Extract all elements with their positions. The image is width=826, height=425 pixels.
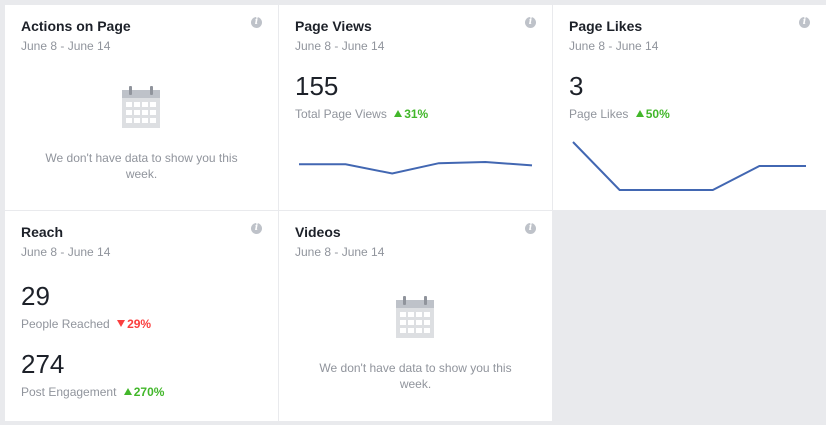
info-icon[interactable]: i <box>251 223 262 234</box>
no-data-line-2: week. <box>125 167 158 181</box>
metric-row: Total Page Views 31% <box>295 107 428 121</box>
delta-value: 50% <box>645 107 670 121</box>
card-title: Page Views <box>295 18 372 34</box>
delta-value: 270% <box>133 385 165 399</box>
page-likes-series-line <box>572 141 806 191</box>
metric-label: Post Engagement <box>21 385 117 399</box>
reach-card[interactable]: Reach June 8 - June 14 i 29 People Reach… <box>5 211 278 421</box>
no-data-message: We don't have data to show you this week… <box>279 360 552 392</box>
no-data-message: We don't have data to show you this week… <box>5 150 278 182</box>
page-views-card[interactable]: Page Views June 8 - June 14 i 155 Total … <box>279 5 552 210</box>
delta-badge: 270% <box>123 385 165 399</box>
card-title: Page Likes <box>569 18 643 34</box>
card-title: Reach <box>21 224 64 240</box>
no-data-line-1: We don't have data to show you this <box>319 361 512 375</box>
calendar-icon <box>396 296 434 338</box>
no-data-line-2: week. <box>399 377 432 391</box>
date-range: June 8 - June 14 <box>21 245 111 259</box>
date-range: June 8 - June 14 <box>295 39 385 53</box>
metric-label: Total Page Views <box>295 107 387 121</box>
delta-value: 29% <box>127 317 152 331</box>
triangle-up-icon <box>635 110 644 117</box>
triangle-up-icon <box>394 110 403 117</box>
page-likes-value: 3 <box>569 71 584 101</box>
delta-badge: 31% <box>394 107 428 121</box>
delta-value: 31% <box>404 107 429 121</box>
people-reached-value: 29 <box>21 281 50 311</box>
triangle-down-icon <box>117 320 126 327</box>
delta-badge: 50% <box>635 107 670 121</box>
info-icon[interactable]: i <box>251 17 262 28</box>
date-range: June 8 - June 14 <box>569 39 659 53</box>
no-data-line-1: We don't have data to show you this <box>45 151 238 165</box>
page-likes-card[interactable]: Page Likes June 8 - June 14 i 3 Page Lik… <box>553 5 826 210</box>
info-icon[interactable]: i <box>799 17 810 28</box>
post-engagement-value: 274 <box>21 349 65 379</box>
page-views-value: 155 <box>295 71 339 101</box>
card-title: Actions on Page <box>21 18 131 34</box>
calendar-icon <box>122 86 160 128</box>
metric-label: People Reached <box>21 317 110 331</box>
metric-row: Page Likes 50% <box>569 107 670 121</box>
people-reached-row: People Reached 29% <box>21 317 151 331</box>
metric-label: Page Likes <box>569 107 629 121</box>
date-range: June 8 - June 14 <box>21 39 111 53</box>
post-engagement-row: Post Engagement 270% <box>21 385 164 399</box>
videos-card[interactable]: Videos June 8 - June 14 i We don't have … <box>279 211 552 421</box>
page-views-sparkline <box>299 160 533 175</box>
triangle-up-icon <box>123 388 132 395</box>
page-likes-sparkline <box>572 141 806 191</box>
actions-on-page-card[interactable]: Actions on Page June 8 - June 14 i We do… <box>5 5 278 210</box>
date-range: June 8 - June 14 <box>295 245 385 259</box>
delta-badge: 29% <box>117 317 151 331</box>
card-title: Videos <box>295 224 341 240</box>
info-icon[interactable]: i <box>525 223 536 234</box>
page-views-series-line <box>299 160 533 175</box>
info-icon[interactable]: i <box>525 17 536 28</box>
